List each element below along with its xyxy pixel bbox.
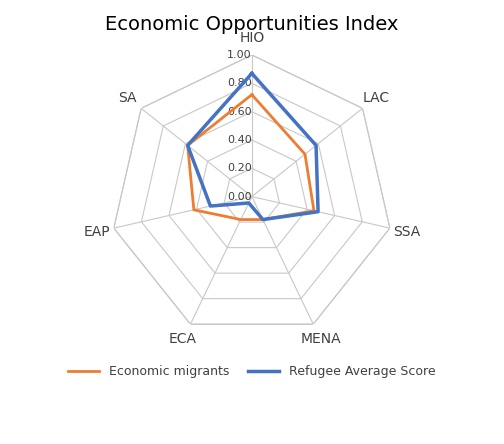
Text: HIO: HIO	[239, 31, 265, 45]
Text: 0.20: 0.20	[227, 163, 252, 173]
Legend: Economic migrants, Refugee Average Score: Economic migrants, Refugee Average Score	[62, 360, 441, 383]
Text: 0.00: 0.00	[227, 192, 252, 202]
Text: MENA: MENA	[300, 333, 341, 346]
Text: 0.80: 0.80	[227, 78, 252, 88]
Text: 0.40: 0.40	[227, 135, 252, 145]
Text: EAP: EAP	[84, 225, 110, 239]
Title: Economic Opportunities Index: Economic Opportunities Index	[105, 15, 399, 34]
Text: SA: SA	[118, 91, 137, 105]
Text: 0.60: 0.60	[227, 107, 252, 117]
Text: 1.00: 1.00	[227, 50, 252, 60]
Text: SSA: SSA	[393, 225, 420, 239]
Text: LAC: LAC	[362, 91, 390, 105]
Text: ECA: ECA	[169, 333, 197, 346]
